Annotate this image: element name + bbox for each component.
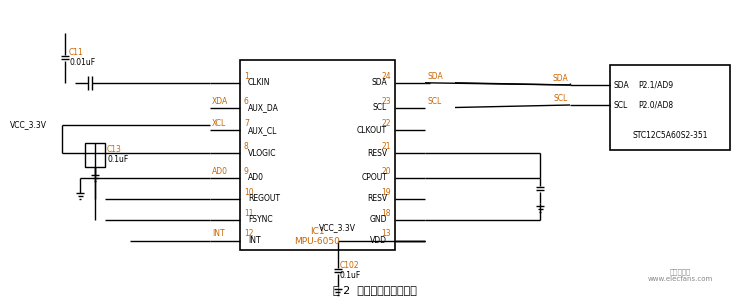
Text: AUX_DA: AUX_DA: [248, 103, 279, 112]
Text: P2.1/AD9: P2.1/AD9: [638, 81, 673, 89]
Text: AD0: AD0: [212, 167, 228, 176]
Text: 18: 18: [382, 209, 391, 217]
Text: RESV: RESV: [367, 149, 387, 158]
Text: INT: INT: [212, 229, 225, 239]
Text: 20: 20: [382, 167, 391, 176]
Text: 22: 22: [382, 119, 391, 128]
Text: RESV: RESV: [367, 194, 387, 203]
Text: CPOUT: CPOUT: [361, 173, 387, 182]
Text: C102: C102: [339, 261, 359, 270]
Text: VCC_3.3V: VCC_3.3V: [10, 120, 47, 130]
Text: 21: 21: [382, 142, 391, 151]
Text: SCL: SCL: [613, 101, 627, 109]
Text: INT: INT: [248, 236, 261, 245]
Text: SDA: SDA: [552, 74, 568, 83]
Text: SDA: SDA: [371, 78, 387, 87]
Text: 7: 7: [244, 119, 249, 128]
Text: 0.1uF: 0.1uF: [339, 271, 360, 280]
Text: REGOUT: REGOUT: [248, 194, 280, 203]
Text: 9: 9: [244, 167, 249, 176]
Text: 1: 1: [244, 72, 249, 81]
Text: IC1: IC1: [310, 228, 325, 236]
Bar: [610, 65, 730, 150]
Text: P2.0/AD8: P2.0/AD8: [638, 101, 673, 109]
Text: 12: 12: [244, 229, 254, 239]
Text: FSYNC: FSYNC: [248, 215, 273, 224]
Text: 19: 19: [382, 188, 391, 197]
Text: VCC_3.3V: VCC_3.3V: [319, 224, 356, 232]
Text: 24: 24: [382, 72, 391, 81]
Text: AUX_CL: AUX_CL: [248, 126, 277, 135]
Text: XDA: XDA: [212, 96, 228, 106]
Text: CLKIN: CLKIN: [248, 78, 270, 87]
Text: SCL: SCL: [553, 94, 568, 103]
Text: GND: GND: [369, 215, 387, 224]
Text: SDA: SDA: [427, 72, 443, 81]
Text: 图 2  加速度传感器连接图: 图 2 加速度传感器连接图: [333, 285, 417, 295]
Text: 13: 13: [382, 229, 391, 239]
Text: XCL: XCL: [212, 119, 226, 128]
Text: MPU-6050: MPU-6050: [294, 238, 340, 246]
Text: 8: 8: [244, 142, 249, 151]
Bar: [240, 60, 395, 250]
Text: AD0: AD0: [248, 173, 264, 182]
Text: 11: 11: [244, 209, 254, 217]
Text: 23: 23: [382, 96, 391, 106]
Text: 0.01uF: 0.01uF: [69, 58, 95, 67]
Text: 0.1uF: 0.1uF: [107, 156, 128, 164]
Text: SDA: SDA: [613, 81, 629, 89]
Text: STC12C5A60S2-351: STC12C5A60S2-351: [632, 131, 707, 139]
Text: SCL: SCL: [427, 96, 442, 106]
Bar: [85, 143, 105, 167]
Text: SCL: SCL: [372, 103, 387, 112]
Text: 6: 6: [244, 96, 249, 106]
Text: C11: C11: [69, 48, 84, 57]
Text: 10: 10: [244, 188, 254, 197]
Text: C13: C13: [107, 145, 122, 155]
Text: 电子发烧友
www.elecfans.com: 电子发烧友 www.elecfans.com: [647, 268, 713, 282]
Text: CLKOUT: CLKOUT: [357, 126, 387, 135]
Text: VDD: VDD: [370, 236, 387, 245]
Text: VLOGIC: VLOGIC: [248, 149, 276, 158]
